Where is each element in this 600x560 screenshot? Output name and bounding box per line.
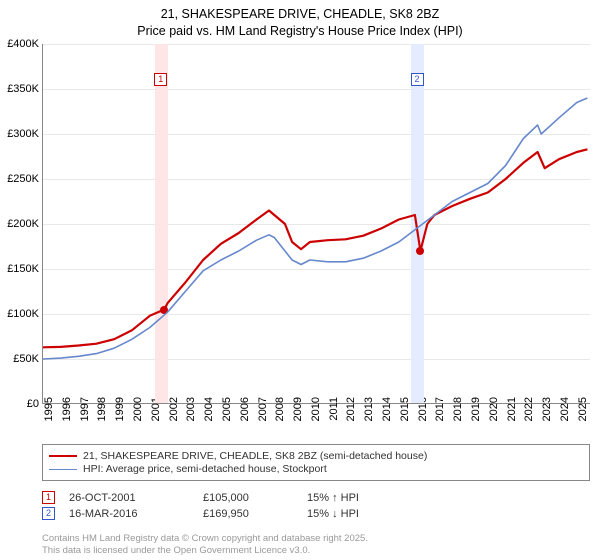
footer-line-1: Contains HM Land Registry data © Crown c… — [42, 533, 368, 545]
legend-item: 21, SHAKESPEARE DRIVE, CHEADLE, SK8 2BZ … — [49, 450, 583, 462]
legend-swatch — [49, 469, 77, 470]
series-price_paid — [43, 149, 587, 347]
y-tick-label: £0 — [1, 398, 39, 410]
chart-container: 21, SHAKESPEARE DRIVE, CHEADLE, SK8 2BZ … — [0, 0, 600, 560]
row-pct: 15% ↑ HPI — [307, 492, 417, 504]
y-tick-label: £250K — [1, 173, 39, 185]
y-tick-label: £100K — [1, 308, 39, 320]
legend-swatch — [49, 455, 77, 457]
title-line-2: Price paid vs. HM Land Registry's House … — [0, 23, 600, 40]
series-hpi — [43, 98, 587, 359]
row-pct: 15% ↓ HPI — [307, 508, 417, 520]
data-rows: 1 26-OCT-2001 £105,000 15% ↑ HPI 2 16-MAR-201… — [42, 488, 417, 523]
y-tick-label: £50K — [1, 353, 39, 365]
row-date: 26-OCT-2001 — [69, 492, 189, 504]
legend-box: 21, SHAKESPEARE DRIVE, CHEADLE, SK8 2BZ … — [42, 444, 590, 481]
row-date: 16-MAR-2016 — [69, 508, 189, 520]
title-block: 21, SHAKESPEARE DRIVE, CHEADLE, SK8 2BZ … — [0, 0, 600, 40]
legend-label: HPI: Average price, semi-detached house,… — [83, 463, 327, 475]
footer-attribution: Contains HM Land Registry data © Crown c… — [42, 533, 368, 557]
event-marker-box: 2 — [411, 73, 424, 86]
y-tick-label: £200K — [1, 218, 39, 230]
footer-line-2: This data is licensed under the Open Gov… — [42, 545, 368, 557]
title-line-1: 21, SHAKESPEARE DRIVE, CHEADLE, SK8 2BZ — [0, 6, 600, 23]
chart-area: £0£50K£100K£150K£200K£250K£300K£350K£400… — [42, 44, 590, 404]
y-tick-label: £150K — [1, 263, 39, 275]
transaction-row: 2 16-MAR-2016 £169,950 15% ↓ HPI — [42, 507, 417, 520]
legend-item: HPI: Average price, semi-detached house,… — [49, 463, 583, 475]
y-tick-label: £350K — [1, 83, 39, 95]
row-price: £105,000 — [203, 492, 293, 504]
y-tick-label: £400K — [1, 38, 39, 50]
chart-svg — [43, 44, 591, 404]
row-marker-box: 1 — [42, 491, 55, 504]
transaction-row: 1 26-OCT-2001 £105,000 15% ↑ HPI — [42, 491, 417, 504]
y-tick-label: £300K — [1, 128, 39, 140]
row-price: £169,950 — [203, 508, 293, 520]
event-marker-box: 1 — [154, 73, 167, 86]
row-marker-box: 2 — [42, 507, 55, 520]
legend-label: 21, SHAKESPEARE DRIVE, CHEADLE, SK8 2BZ … — [83, 450, 427, 462]
